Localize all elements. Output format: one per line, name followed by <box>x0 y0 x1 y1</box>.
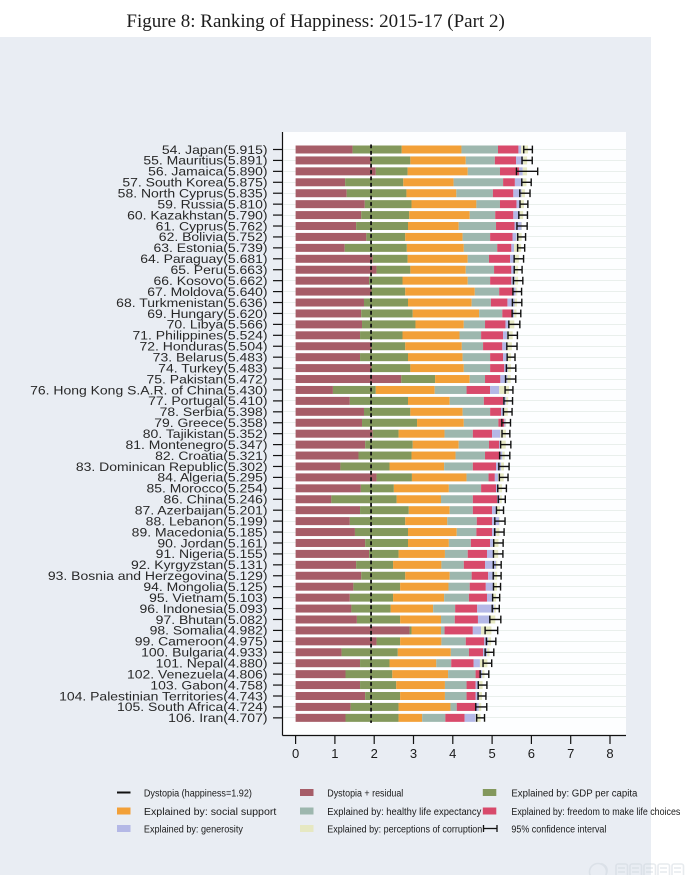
svg-text:61. Cyprus(5.762): 61. Cyprus(5.762) <box>156 219 268 233</box>
svg-text:80. Tajikistan(5.352): 80. Tajikistan(5.352) <box>143 427 268 441</box>
svg-text:68. Turkmenistan(5.636): 68. Turkmenistan(5.636) <box>116 296 267 310</box>
svg-text:74. Turkey(5.483): 74. Turkey(5.483) <box>158 361 267 375</box>
svg-text:75. Pakistan(5.472): 75. Pakistan(5.472) <box>147 372 268 386</box>
svg-text:65. Peru(5.663): 65. Peru(5.663) <box>171 263 268 277</box>
svg-text:89. Macedonia(5.185): 89. Macedonia(5.185) <box>132 525 268 539</box>
svg-text:66. Kosovo(5.662): 66. Kosovo(5.662) <box>154 274 268 288</box>
svg-text:91. Nigeria(5.155): 91. Nigeria(5.155) <box>156 547 268 561</box>
svg-text:70. Libya(5.566): 70. Libya(5.566) <box>167 318 268 332</box>
svg-text:95% confidence interval: 95% confidence interval <box>511 824 606 835</box>
svg-text:54. Japan(5.915): 54. Japan(5.915) <box>162 143 268 157</box>
svg-text:81. Montenegro(5.347): 81. Montenegro(5.347) <box>126 438 268 452</box>
svg-text:56. Jamaica(5.890): 56. Jamaica(5.890) <box>148 165 267 179</box>
svg-text:103. Gabon(4.758): 103. Gabon(4.758) <box>150 678 267 692</box>
svg-text:7: 7 <box>567 746 574 761</box>
svg-text:82. Croatia(5.321): 82. Croatia(5.321) <box>155 449 267 463</box>
svg-text:2: 2 <box>371 746 378 761</box>
svg-text:Explained by: GDP per capita: Explained by: GDP per capita <box>511 788 637 799</box>
svg-text:6: 6 <box>528 746 535 761</box>
svg-text:88. Lebanon(5.199): 88. Lebanon(5.199) <box>146 514 268 528</box>
svg-text:71. Philippines(5.524): 71. Philippines(5.524) <box>133 329 268 343</box>
svg-text:Explained by: social support: Explained by: social support <box>144 807 277 818</box>
svg-text:0: 0 <box>292 746 299 761</box>
svg-text:90. Jordan(5.161): 90. Jordan(5.161) <box>157 536 267 550</box>
svg-text:1: 1 <box>331 746 338 761</box>
svg-text:105. South Africa(4.724): 105. South Africa(4.724) <box>117 700 268 714</box>
svg-text:78. Serbia(5.398): 78. Serbia(5.398) <box>160 405 268 419</box>
svg-text:Dystopia + residual: Dystopia + residual <box>327 788 403 799</box>
svg-text:79. Greece(5.358): 79. Greece(5.358) <box>154 416 267 430</box>
svg-text:73. Belarus(5.483): 73. Belarus(5.483) <box>153 350 268 364</box>
svg-text:83. Dominican Republic(5.302): 83. Dominican Republic(5.302) <box>76 460 268 474</box>
svg-text:Explained by: perceptions of c: Explained by: perceptions of corruption <box>327 824 482 835</box>
svg-text:58. North Cyprus(5.835): 58. North Cyprus(5.835) <box>118 187 268 201</box>
svg-text:Explained by: freedom to make: Explained by: freedom to make life choic… <box>511 807 680 818</box>
svg-text:101. Nepal(4.880): 101. Nepal(4.880) <box>156 657 268 671</box>
svg-text:72. Honduras(5.504): 72. Honduras(5.504) <box>140 340 268 354</box>
svg-text:76. Hong Kong S.A.R. of China(: 76. Hong Kong S.A.R. of China(5.430) <box>30 383 267 397</box>
svg-text:98. Somalia(4.982): 98. Somalia(4.982) <box>150 624 268 638</box>
svg-text:87. Azerbaijan(5.201): 87. Azerbaijan(5.201) <box>135 503 268 517</box>
svg-text:8: 8 <box>606 746 613 761</box>
svg-text:99. Cameroon(4.975): 99. Cameroon(4.975) <box>135 635 268 649</box>
svg-text:77. Portugal(5.410): 77. Portugal(5.410) <box>148 394 267 408</box>
svg-text:Explained by: healthy life exp: Explained by: healthy life expectancy <box>327 807 481 818</box>
svg-text:60. Kazakhstan(5.790): 60. Kazakhstan(5.790) <box>127 208 267 222</box>
svg-text:96. Indonesia(5.093): 96. Indonesia(5.093) <box>140 602 268 616</box>
svg-text:62. Bolivia(5.752): 62. Bolivia(5.752) <box>159 230 268 244</box>
svg-text:93. Bosnia and Herzegovina(5.1: 93. Bosnia and Herzegovina(5.129) <box>48 569 268 583</box>
svg-text:5: 5 <box>488 746 495 761</box>
svg-text:64. Paraguay(5.681): 64. Paraguay(5.681) <box>140 252 267 266</box>
svg-text:67. Moldova(5.640): 67. Moldova(5.640) <box>147 285 267 299</box>
svg-text:95. Vietnam(5.103): 95. Vietnam(5.103) <box>149 591 267 605</box>
svg-text:Figure 8: Ranking of Happiness: Figure 8: Ranking of Happiness: 2015-17 … <box>126 11 504 32</box>
svg-text:106. Iran(4.707): 106. Iran(4.707) <box>168 711 267 725</box>
svg-text:63. Estonia(5.739): 63. Estonia(5.739) <box>154 241 268 255</box>
svg-text:59. Russia(5.810): 59. Russia(5.810) <box>157 197 267 211</box>
svg-text:84. Algeria(5.295): 84. Algeria(5.295) <box>157 471 267 485</box>
svg-text:86. China(5.246): 86. China(5.246) <box>164 493 268 507</box>
svg-text:57. South Korea(5.875): 57. South Korea(5.875) <box>122 176 267 190</box>
svg-text:Explained by: generosity: Explained by: generosity <box>144 824 243 835</box>
svg-text:102. Venezuela(4.806): 102. Venezuela(4.806) <box>127 667 268 681</box>
svg-text:92. Kyrgyzstan(5.131): 92. Kyrgyzstan(5.131) <box>131 558 268 572</box>
svg-text:97. Bhutan(5.082): 97. Bhutan(5.082) <box>156 613 268 627</box>
svg-text:Dystopia (happiness=1.92): Dystopia (happiness=1.92) <box>144 788 252 799</box>
svg-text:69. Hungary(5.620): 69. Hungary(5.620) <box>147 307 267 321</box>
svg-text:104. Palestinian Territories(4: 104. Palestinian Territories(4.743) <box>59 689 267 703</box>
svg-text:55. Mauritius(5.891): 55. Mauritius(5.891) <box>143 154 267 168</box>
svg-text:100. Bulgaria(4.933): 100. Bulgaria(4.933) <box>141 646 267 660</box>
svg-text:85. Morocco(5.254): 85. Morocco(5.254) <box>147 482 268 496</box>
svg-text:3: 3 <box>410 746 417 761</box>
svg-text:94. Mongolia(5.125): 94. Mongolia(5.125) <box>143 580 267 594</box>
svg-text:4: 4 <box>449 746 456 761</box>
